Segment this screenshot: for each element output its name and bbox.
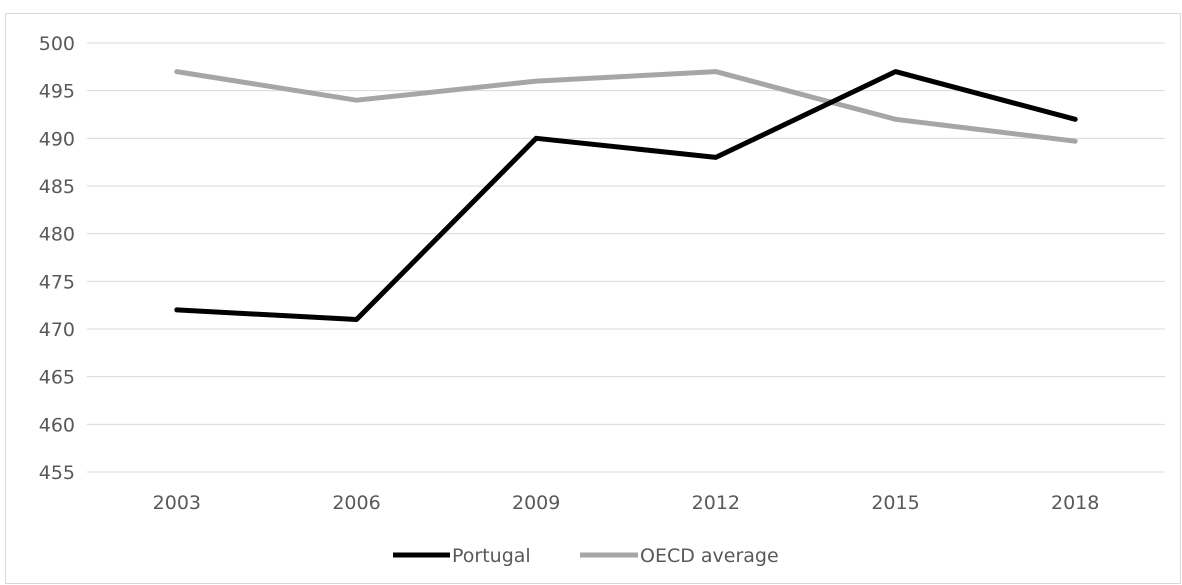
series-line-portugal <box>174 69 1078 322</box>
y-tick-label: 460 <box>39 414 75 436</box>
y-tick-label: 475 <box>39 271 75 293</box>
series-line-oecd-average <box>174 69 1078 144</box>
legend-label-portugal: Portugal <box>452 545 531 567</box>
y-axis-ticks: 455 460 465 470 475 480 485 490 495 500 <box>39 33 75 484</box>
y-tick-label: 465 <box>39 367 75 389</box>
y-tick-label: 455 <box>39 462 75 484</box>
y-tick-label: 470 <box>39 319 75 341</box>
legend: Portugal OECD average <box>393 545 779 567</box>
chart-area <box>5 13 1181 584</box>
legend-label-oecd-average: OECD average <box>640 545 779 567</box>
x-tick-label: 2006 <box>332 492 380 514</box>
series-lines <box>174 69 1078 322</box>
x-axis-ticks: 2003 2006 2009 2012 2015 2018 <box>153 492 1100 514</box>
y-tick-label: 485 <box>39 176 75 198</box>
y-tick-label: 495 <box>39 81 75 103</box>
x-tick-label: 2018 <box>1051 492 1099 514</box>
x-tick-label: 2015 <box>871 492 919 514</box>
gridlines <box>87 42 1165 473</box>
y-tick-label: 480 <box>39 224 75 246</box>
x-tick-label: 2012 <box>692 492 740 514</box>
x-tick-label: 2009 <box>512 492 560 514</box>
x-tick-label: 2003 <box>153 492 201 514</box>
y-tick-label: 490 <box>39 128 75 150</box>
y-tick-label: 500 <box>39 33 75 55</box>
